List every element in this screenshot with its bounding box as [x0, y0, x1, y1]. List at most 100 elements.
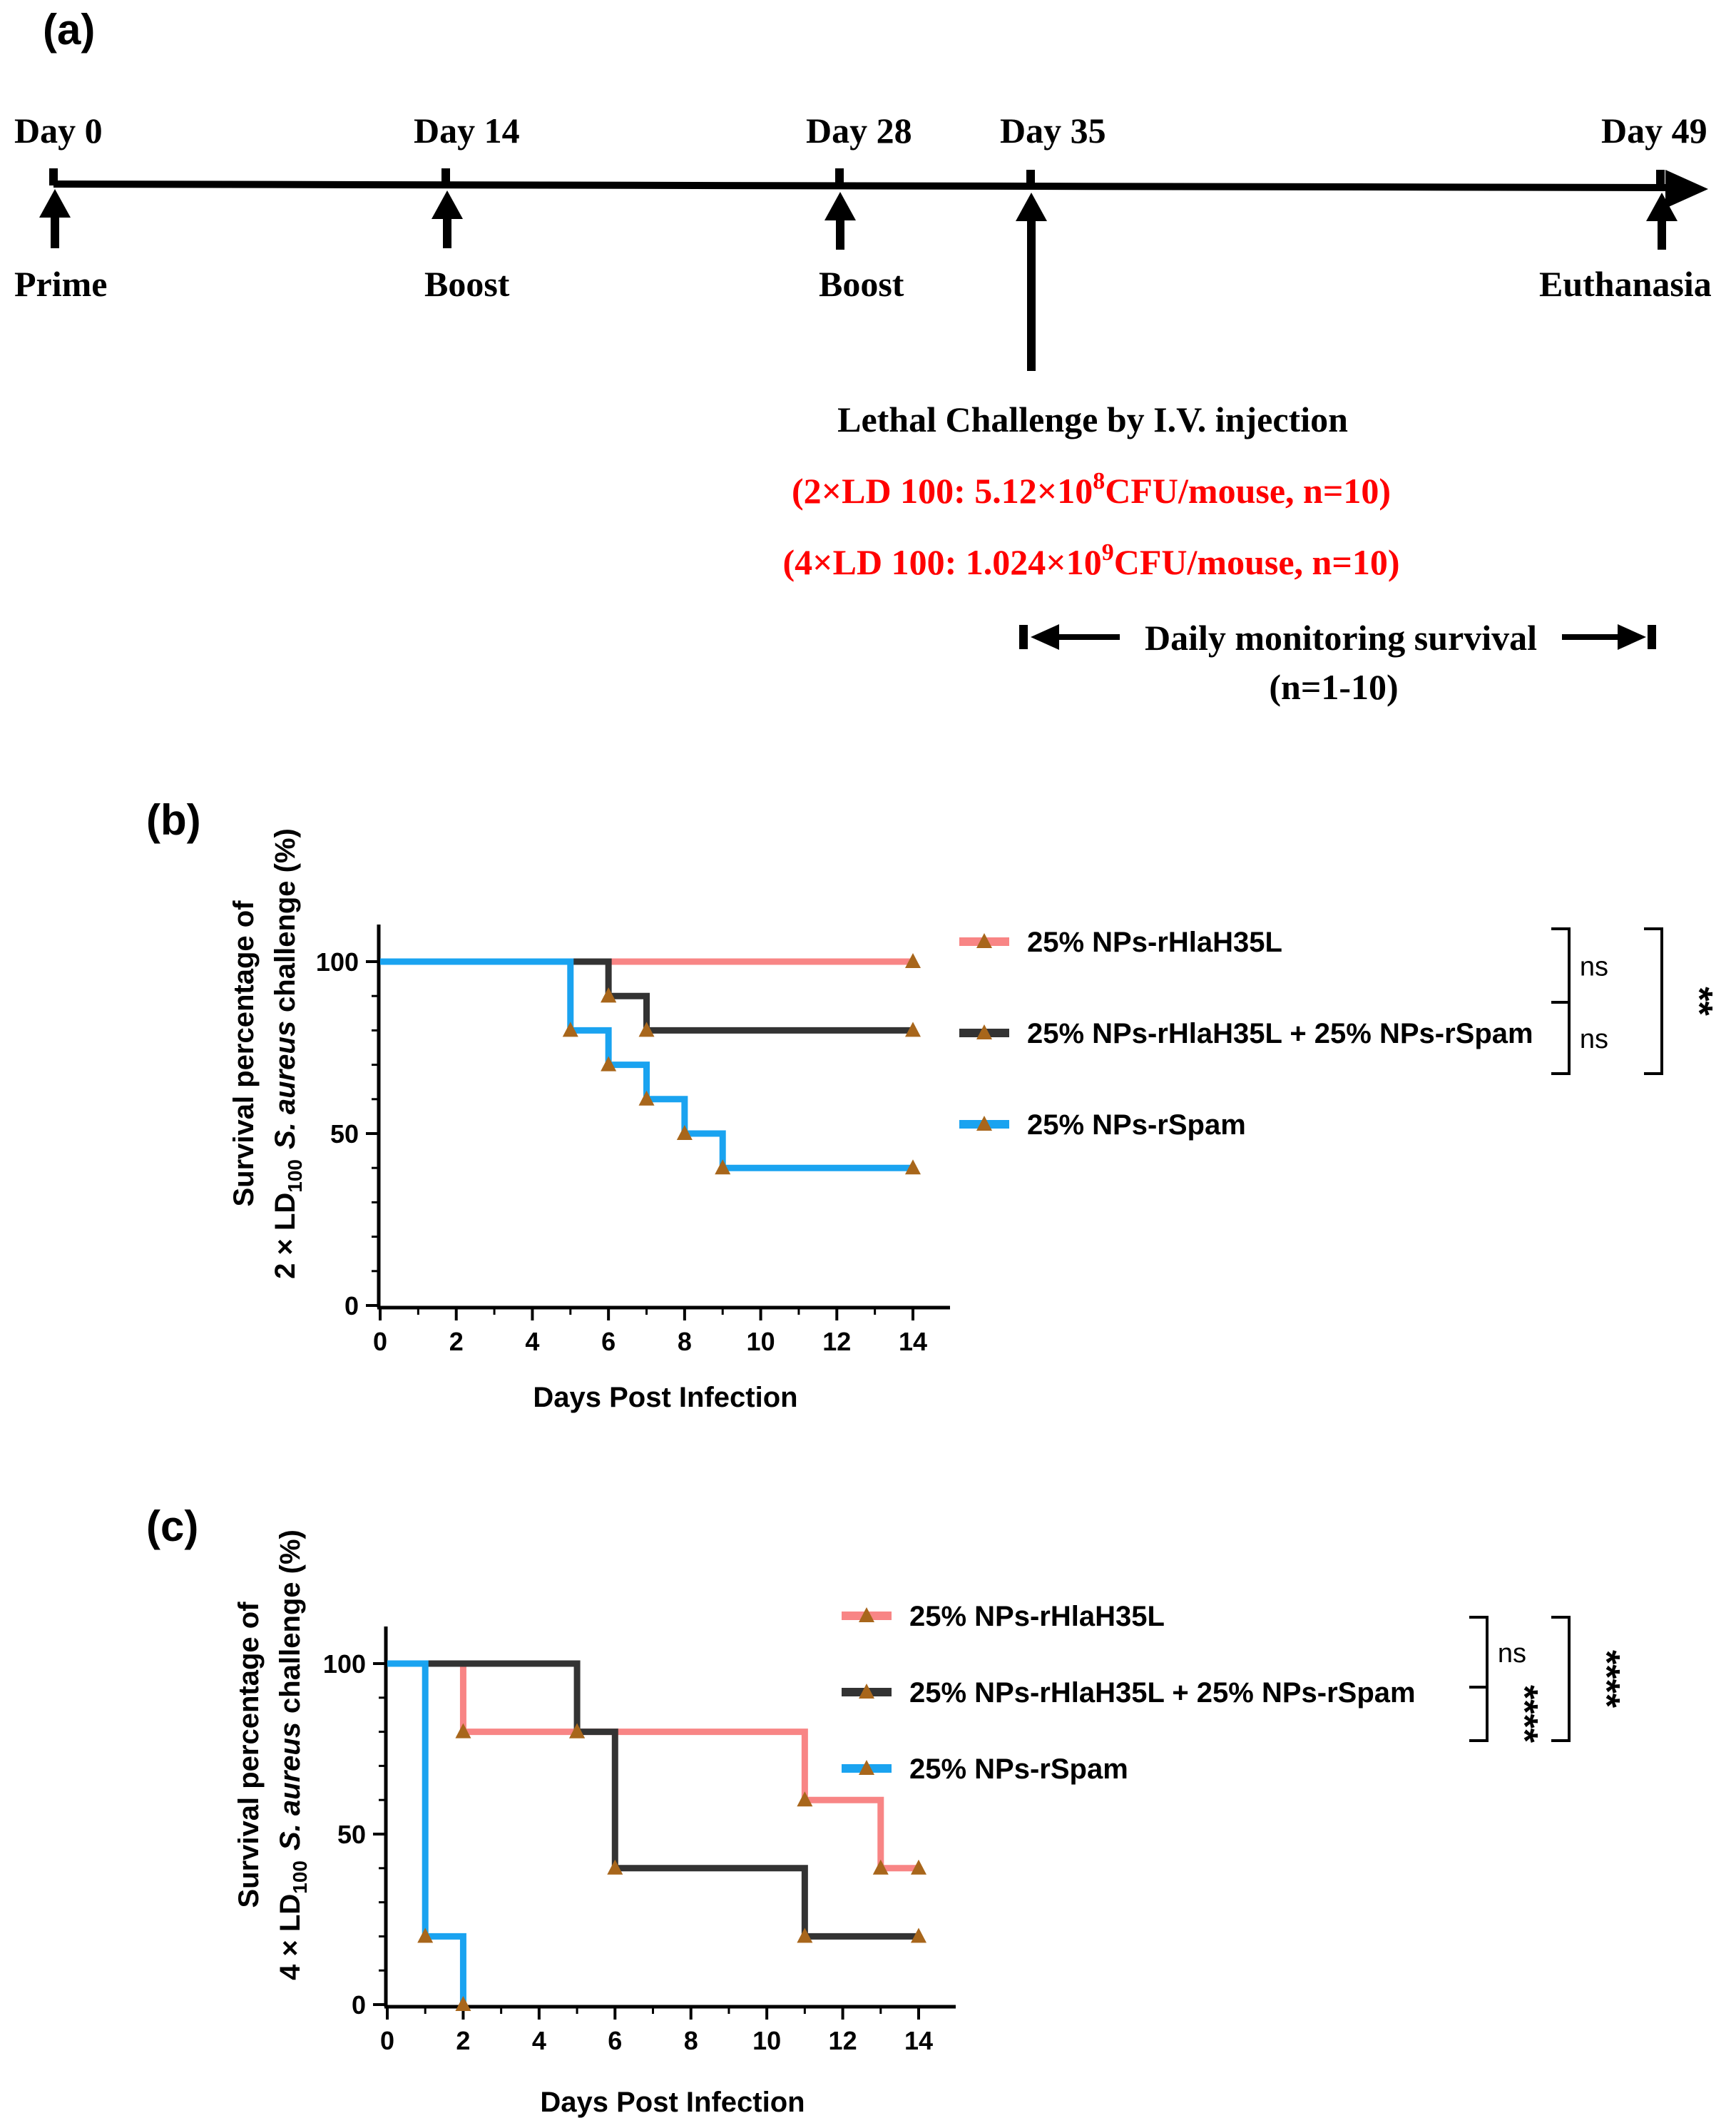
- day14-event: Boost: [424, 264, 510, 304]
- challenge-title: Lethal Challenge by I.V. injection: [837, 399, 1348, 439]
- chart-c: (c) 0 2 4 6 8 10 12 14 0 50 100 Days Post Infectio…: [146, 1502, 1627, 2118]
- legend-label-3: 25% NPs-rSpam: [909, 1753, 1128, 1785]
- legend-marker-3: [859, 1760, 874, 1775]
- series-line-2: [387, 1660, 919, 1940]
- day0-event: Prime: [14, 264, 107, 304]
- monitor-n: (n=1-10): [1269, 667, 1398, 707]
- series-marker-3: [676, 1125, 693, 1140]
- dose2-exp: 9: [1102, 539, 1114, 566]
- dose1-suffix: CFU/mouse, n=10): [1105, 471, 1391, 511]
- overall-bracket: [1551, 1616, 1571, 1742]
- x-tick-label: 10: [752, 2026, 781, 2055]
- series-marker-1: [455, 1723, 471, 1738]
- series-marker-1: [905, 953, 921, 968]
- x-tick-label: 14: [904, 2026, 933, 2055]
- x-tick-label: 4: [525, 1327, 539, 1356]
- dose2-prefix: (4×LD 100: 1.024×10: [783, 542, 1102, 582]
- arrow-day35-head: [1016, 193, 1047, 221]
- day49-event: Euthanasia: [1539, 264, 1712, 304]
- day35-label: Day 35: [1000, 111, 1106, 151]
- sig-overall: ****: [1586, 1650, 1627, 1709]
- x-tick-label: 4: [532, 2026, 546, 2055]
- x-tick-label: 2: [449, 1327, 464, 1356]
- pair-bracket: [1469, 1616, 1489, 1742]
- y-tick-label: 100: [316, 947, 359, 977]
- x-tick-label: 6: [608, 2026, 622, 2055]
- arrow-day0-head: [39, 189, 71, 218]
- x-tick-label: 6: [601, 1327, 616, 1356]
- series-marker-1: [872, 1859, 889, 1875]
- y-tick-label: 0: [352, 1990, 366, 2020]
- series-marker-2: [601, 987, 617, 1003]
- panel-label-c: (c): [146, 1502, 198, 1550]
- x-tick-label: 8: [678, 1327, 692, 1356]
- legend-label-1: 25% NPs-rHlaH35L: [909, 1601, 1165, 1632]
- x-tick-label: 14: [899, 1327, 927, 1356]
- series-marker-2: [797, 1928, 813, 1943]
- chart-b-significance: ns ns **: [1551, 927, 1720, 1075]
- x-tick-label: 12: [829, 2026, 857, 2055]
- series-line-3: [380, 958, 913, 1171]
- chart-c-ylabel: Survival percentage of 4 × LD100S. aureu…: [233, 1529, 311, 1980]
- chart-c-legend: 25% NPs-rHlaH35L 25% NPs-rHlaH35L + 25% N…: [842, 1601, 1416, 1785]
- timeline-panel: (a) Day 0 Prime Day 14 Boost Day 28 Boos…: [14, 6, 1712, 707]
- chart-c-plot: 0 2 4 6 8 10 12 14 0 50 100: [323, 1626, 956, 2055]
- sig-pair-top: ns: [1498, 1639, 1526, 1669]
- series-line-1: [387, 1660, 919, 1872]
- arrow-day28-head: [824, 192, 856, 220]
- series-marker-1: [797, 1791, 813, 1807]
- series-marker-2: [569, 1723, 586, 1738]
- series-marker-3: [455, 1996, 471, 2011]
- chart-b-ylabel-line1: Survival percentage of: [228, 900, 260, 1207]
- arrow-day14-head: [432, 190, 463, 219]
- legend-marker-2: [859, 1684, 874, 1699]
- chart-c-ylabel-line2: 4 × LD100S. aureuschallenge (%): [275, 1529, 311, 1980]
- day14-label: Day 14: [414, 111, 520, 151]
- dose1-prefix: (2×LD 100: 5.12×10: [792, 471, 1093, 511]
- x-tick-label: 2: [456, 2026, 470, 2055]
- chart-c-significance: ns **** ****: [1469, 1616, 1627, 1743]
- chart-c-ylabel-line1: Survival percentage of: [233, 1602, 265, 1908]
- dose1-exp: 8: [1093, 468, 1105, 494]
- series-line-3: [387, 1660, 466, 2005]
- sig-pair-bottom: ns: [1580, 1024, 1608, 1054]
- series-marker-2: [638, 1022, 655, 1037]
- series-marker-2: [905, 1022, 921, 1037]
- x-tick-label: 12: [822, 1327, 851, 1356]
- sig-pair-bottom: ****: [1503, 1685, 1545, 1743]
- y-tick-label: 0: [344, 1291, 359, 1320]
- x-tick-label: 10: [747, 1327, 775, 1356]
- x-tick-label: 0: [380, 2026, 394, 2055]
- day28-event: Boost: [819, 264, 904, 304]
- legend-marker-1: [859, 1607, 874, 1622]
- timeline-axis: [53, 180, 1670, 191]
- series-marker-2: [911, 1928, 926, 1943]
- arrow-day49-head: [1646, 193, 1678, 221]
- chart-b-ylabel-line2: 2 × LD100S. aureuschallenge (%): [270, 828, 306, 1279]
- legend-label-2: 25% NPs-rHlaH35L + 25% NPs-rSpam: [909, 1677, 1416, 1709]
- series-marker-3: [417, 1928, 434, 1943]
- sig-pair-top: ns: [1580, 952, 1608, 982]
- monitor-label: Daily monitoring survival: [1145, 618, 1537, 658]
- series-line-2: [380, 958, 913, 1034]
- series-marker-3: [715, 1159, 731, 1175]
- legend-marker-2: [976, 1024, 992, 1039]
- legend-marker-1: [976, 933, 992, 948]
- y-tick-label: 50: [330, 1119, 359, 1149]
- dose2-suffix: CFU/mouse, n=10): [1114, 542, 1400, 582]
- monitor-arrow-left: [1031, 624, 1059, 650]
- series-marker-3: [601, 1056, 617, 1071]
- day49-label: Day 49: [1601, 111, 1707, 151]
- chart-b-xlabel: Days Post Infection: [533, 1382, 797, 1413]
- y-tick-label: 100: [323, 1649, 366, 1679]
- sig-overall: **: [1678, 987, 1720, 1016]
- x-tick-label: 0: [373, 1327, 387, 1356]
- chart-b-plot: 0 2 4 6 8 10 12 14 0 50 100: [316, 925, 950, 1356]
- day0-label: Day 0: [14, 111, 103, 151]
- legend-label-3: 25% NPs-rSpam: [1027, 1109, 1246, 1141]
- panel-label-b: (b): [146, 796, 201, 844]
- monitor-arrow-right: [1618, 624, 1646, 650]
- panel-label-a: (a): [43, 6, 95, 54]
- series-marker-3: [562, 1022, 578, 1037]
